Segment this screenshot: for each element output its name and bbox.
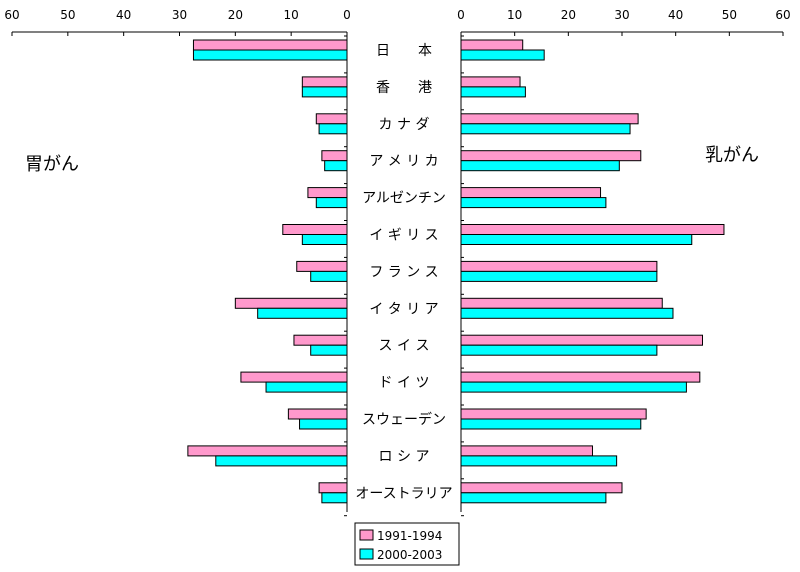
right-tick-label: 20 [561, 8, 576, 22]
breast-bar [460, 297, 663, 309]
breast-bar [460, 86, 526, 98]
stomach-bar [187, 445, 348, 457]
stomach-bar [265, 381, 348, 393]
right-tick-label: 0 [457, 8, 465, 22]
category-label: アルゼンチン [362, 191, 446, 207]
stomach-bar [321, 492, 348, 504]
stomach-bar [315, 197, 348, 209]
category-label: ス イ ス [379, 338, 430, 354]
left-tick-label: 0 [343, 8, 351, 22]
category-label: イ ギ リ ス [369, 228, 438, 244]
legend-swatch [359, 548, 374, 560]
stomach-bar [318, 482, 348, 494]
breast-bar [460, 270, 658, 282]
breast-bar [460, 492, 607, 504]
stomach-bar [215, 455, 348, 467]
right-tick-label: 30 [614, 8, 629, 22]
breast-bar [460, 224, 725, 235]
breast-bar [460, 334, 703, 346]
breast-bar [460, 39, 524, 51]
stomach-cancer-axis: 60 50 40 30 20 10 0 [4, 8, 351, 517]
breast-bar [460, 160, 620, 172]
stomach-bar [315, 113, 348, 125]
left-tick-label: 20 [228, 8, 243, 22]
stomach-bar [192, 39, 348, 51]
stomach-bar [324, 160, 348, 172]
right-tick-label: 40 [668, 8, 683, 22]
left-tick-label: 50 [60, 8, 75, 22]
breast-cancer-label: 乳がん [705, 145, 759, 166]
breast-bar [460, 408, 647, 420]
stomach-bar [282, 224, 348, 235]
stomach-bar [310, 344, 348, 356]
stomach-bar [192, 49, 348, 61]
breast-bar [460, 123, 631, 135]
breast-bar [460, 482, 623, 494]
breast-bar [460, 260, 658, 272]
breast-bar [460, 49, 545, 61]
breast-bar [460, 455, 618, 467]
left-tick-label: 10 [284, 8, 299, 22]
breast-bar [460, 234, 693, 245]
breast-bar [460, 445, 593, 457]
stomach-bar [307, 187, 348, 199]
stomach-bar [301, 76, 348, 88]
breast-bar [460, 150, 642, 162]
breast-bar [460, 76, 521, 88]
stomach-bar [293, 334, 348, 346]
left-tick-label: 40 [116, 8, 131, 22]
stomach-bar [301, 86, 348, 98]
category-label: フ ラ ン ス [369, 264, 438, 280]
breast-bar [460, 344, 658, 356]
stomach-bar [321, 150, 348, 162]
stomach-bar [296, 260, 348, 272]
legend-label: 1991-1994 [377, 529, 442, 543]
category-label: スウェーデン [362, 411, 446, 428]
stomach-cancer-label: 胃がん [25, 154, 79, 175]
category-label: 香 港 [376, 80, 432, 96]
right-tick-label: 10 [507, 8, 522, 22]
stomach-bar [240, 371, 348, 383]
bars-group [187, 39, 725, 504]
left-tick-label: 60 [4, 8, 19, 22]
stomach-bar [299, 418, 348, 430]
category-label: イ タ リ ア [369, 301, 438, 317]
breast-bar [460, 371, 701, 383]
right-tick-label: 50 [722, 8, 737, 22]
breast-bar [460, 381, 687, 393]
breast-bar [460, 113, 639, 125]
breast-bar [460, 187, 602, 199]
stomach-bar [310, 270, 348, 282]
legend: 1991-1994 2000-2003 [354, 522, 460, 566]
stomach-bar [318, 123, 348, 135]
legend-label: 2000-2003 [377, 548, 442, 562]
category-label: カ ナ ダ [379, 117, 430, 133]
stomach-bar [234, 297, 348, 309]
stomach-bar [301, 234, 348, 245]
legend-swatch [359, 529, 374, 541]
breast-bar [460, 418, 642, 430]
breast-bar [460, 197, 607, 209]
stomach-bar [287, 408, 348, 420]
category-label: ア メ リ カ [369, 154, 438, 170]
stomach-bar [257, 307, 348, 319]
category-label: オーストラリア [355, 486, 452, 502]
category-label: ド イ ツ [379, 375, 430, 391]
category-label: 日 本 [376, 43, 432, 59]
breast-bar [460, 307, 674, 319]
category-label: ロ シ ア [379, 449, 430, 465]
right-tick-label: 60 [775, 8, 790, 22]
left-tick-label: 30 [172, 8, 187, 22]
